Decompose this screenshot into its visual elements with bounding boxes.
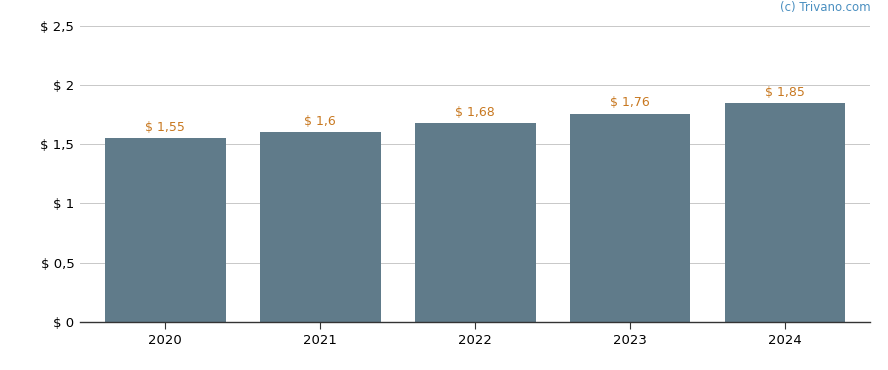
Text: $ 1,6: $ 1,6 xyxy=(305,115,336,128)
Text: $ 1,68: $ 1,68 xyxy=(456,106,495,119)
Text: $ 1,55: $ 1,55 xyxy=(146,121,185,134)
Bar xyxy=(569,114,691,322)
Bar xyxy=(259,132,381,322)
Bar xyxy=(105,138,226,322)
Bar xyxy=(725,103,845,322)
Text: (c) Trivano.com: (c) Trivano.com xyxy=(780,1,870,14)
Bar xyxy=(415,123,535,322)
Text: $ 1,85: $ 1,85 xyxy=(765,86,805,99)
Text: $ 1,76: $ 1,76 xyxy=(610,96,650,110)
